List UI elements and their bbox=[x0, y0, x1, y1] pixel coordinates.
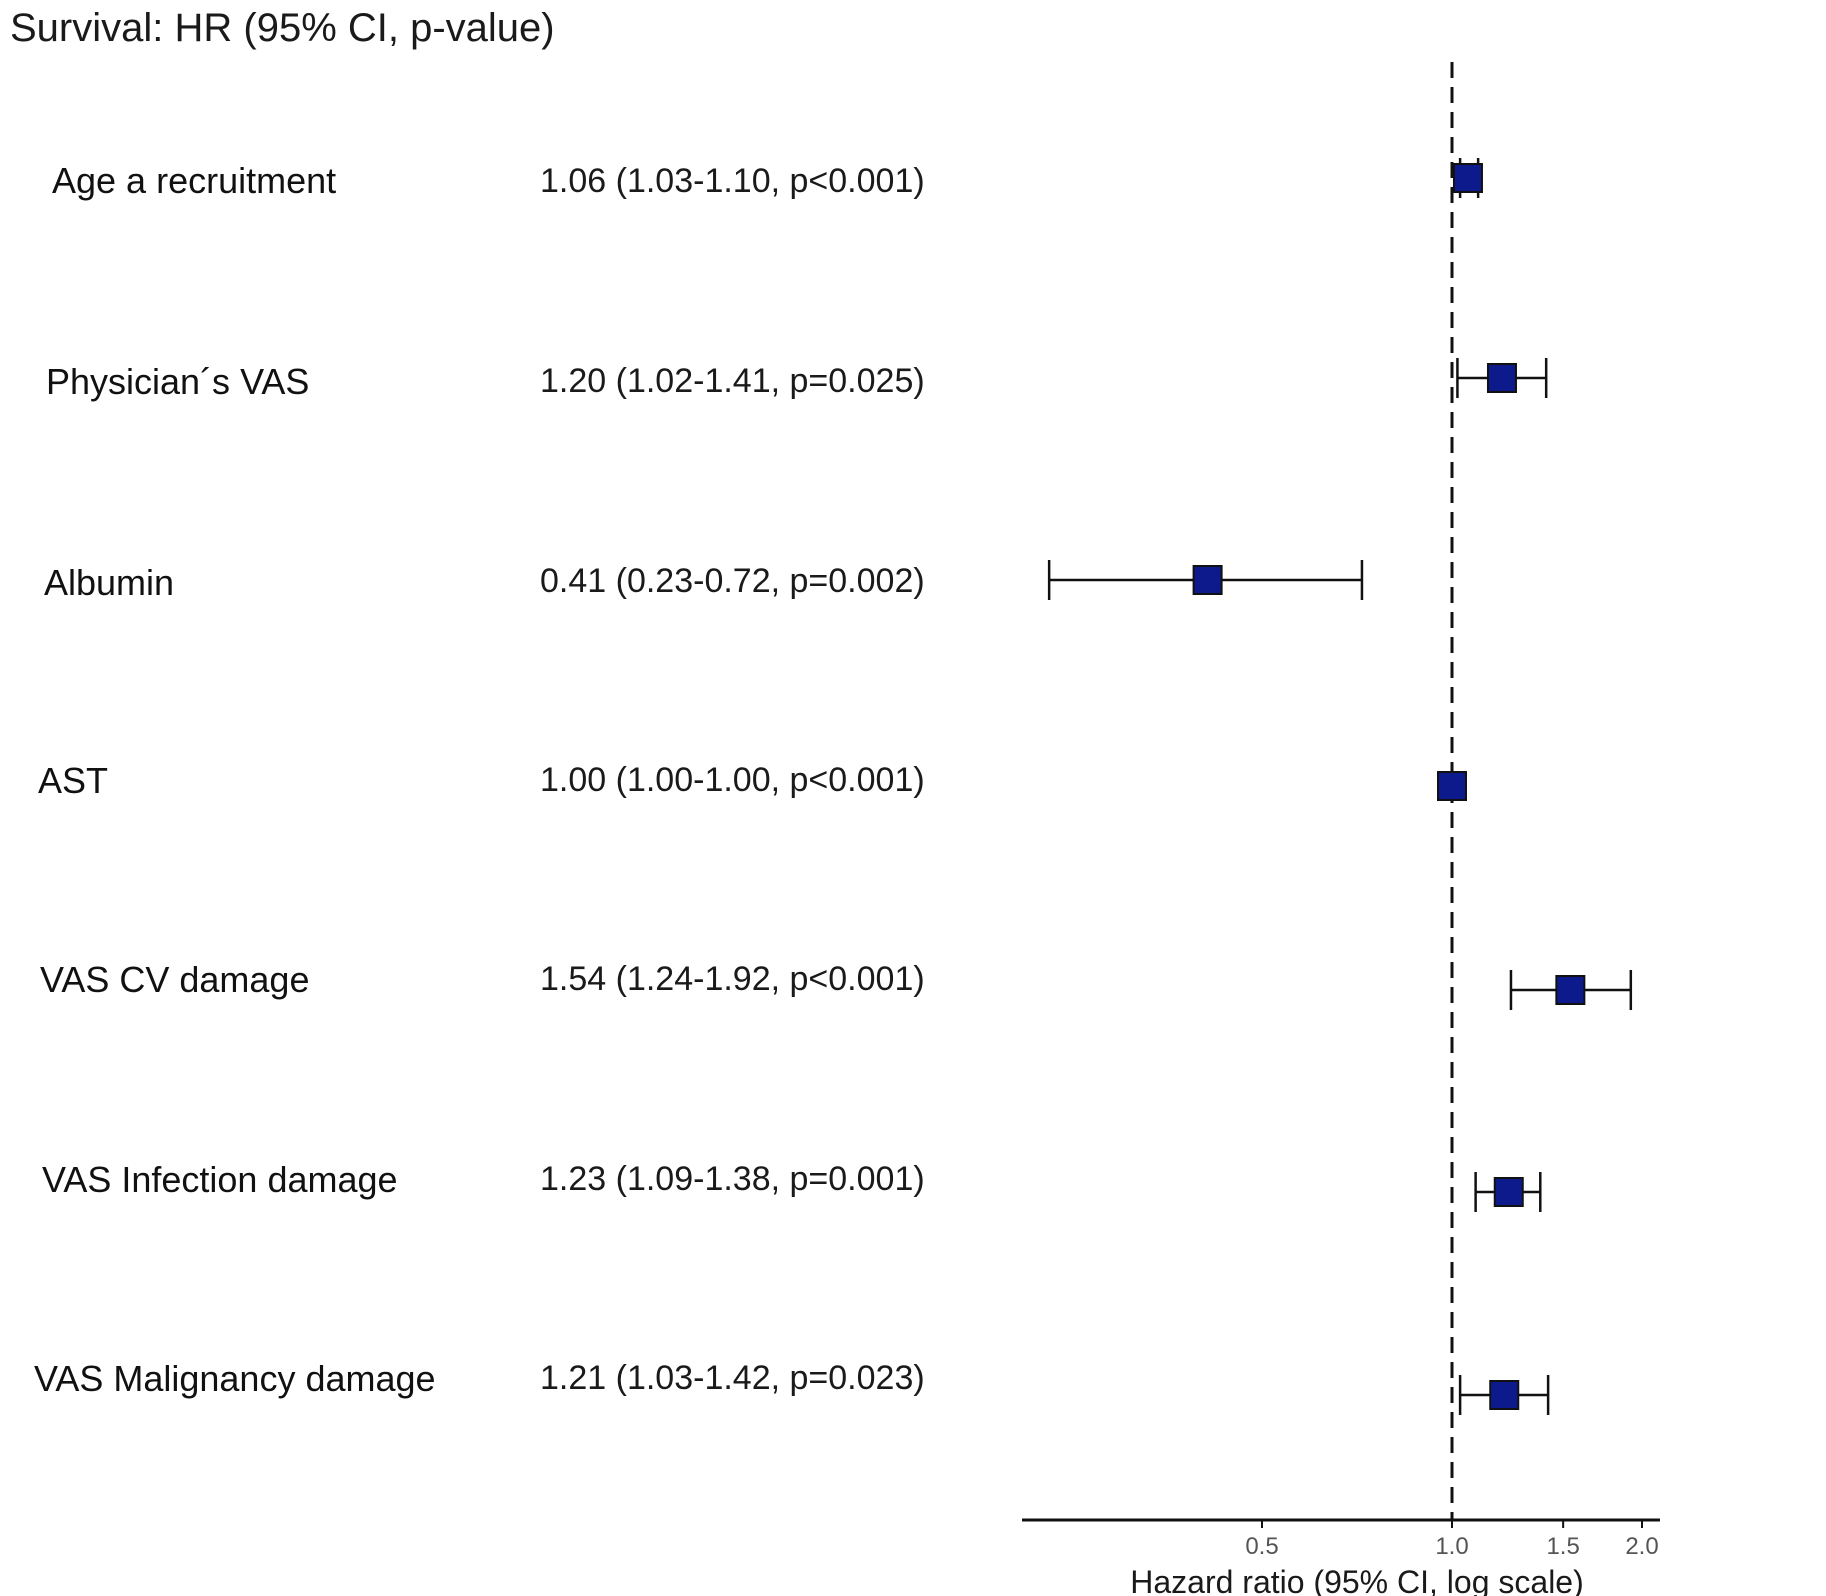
x-tick-label: 1.0 bbox=[1435, 1533, 1468, 1560]
hr-point-marker bbox=[1493, 1177, 1524, 1207]
row-stat-vas-malignancy: 1.21 (1.03-1.42, p=0.023) bbox=[540, 1359, 925, 1397]
hr-point-marker bbox=[1452, 163, 1483, 193]
hr-point-marker bbox=[1486, 363, 1517, 393]
x-axis-title: Hazard ratio (95% CI, log scale) bbox=[1130, 1564, 1584, 1596]
hr-point-marker bbox=[1489, 1380, 1520, 1410]
row-label-ast: AST bbox=[38, 760, 109, 801]
row-stat-vas-infection: 1.23 (1.09-1.38, p=0.001) bbox=[540, 1160, 925, 1198]
row-label-albumin: Albumin bbox=[44, 562, 175, 603]
hr-point-marker bbox=[1555, 975, 1586, 1005]
row-label-vas-malignancy: VAS Malignancy damage bbox=[34, 1358, 436, 1399]
hr-point-marker bbox=[1192, 565, 1223, 595]
hr-point-marker bbox=[1437, 771, 1467, 801]
x-tick-label: 0.5 bbox=[1245, 1533, 1278, 1560]
row-label-vas-infection: VAS Infection damage bbox=[42, 1159, 398, 1200]
row-stat-physician-vas: 1.20 (1.02-1.41, p=0.025) bbox=[540, 362, 925, 400]
row-stat-ast: 1.00 (1.00-1.00, p<0.001) bbox=[540, 761, 925, 799]
row-label-age: Age a recruitment bbox=[52, 160, 337, 201]
x-tick-label: 1.5 bbox=[1546, 1533, 1579, 1560]
chart-title: Survival: HR (95% CI, p-value) bbox=[10, 6, 555, 50]
x-tick-label: 2.0 bbox=[1625, 1533, 1658, 1560]
row-stat-age: 1.06 (1.03-1.10, p<0.001) bbox=[540, 162, 925, 200]
row-label-physician-vas: Physician´s VAS bbox=[46, 361, 310, 402]
row-stat-vas-cv: 1.54 (1.24-1.92, p<0.001) bbox=[540, 960, 925, 998]
row-stat-albumin: 0.41 (0.23-0.72, p=0.002) bbox=[540, 562, 925, 600]
row-label-vas-cv: VAS CV damage bbox=[40, 959, 310, 1000]
